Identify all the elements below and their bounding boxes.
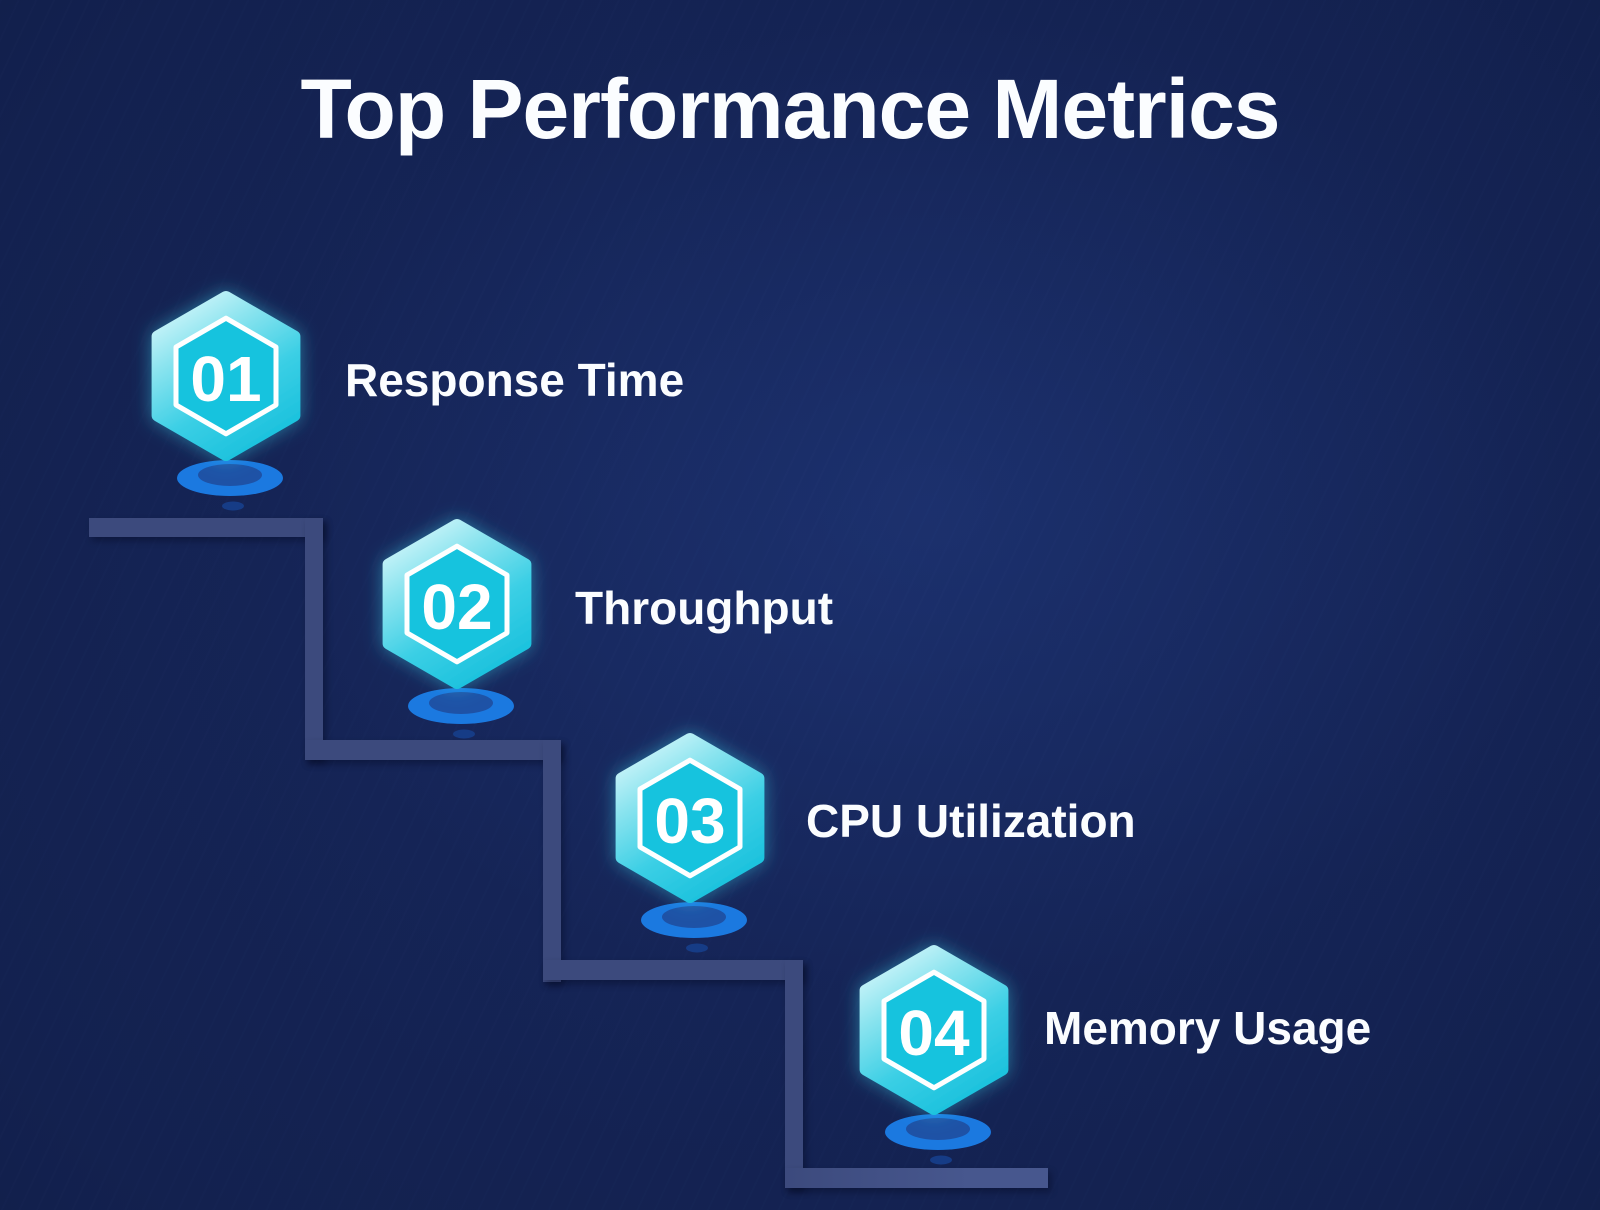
badge-number: 01 xyxy=(190,343,261,415)
badge-number: 02 xyxy=(421,571,492,643)
badge-number: 04 xyxy=(898,997,970,1069)
metric-label: CPU Utilization xyxy=(806,795,1136,847)
hexagon-badge-icon: 02 xyxy=(382,519,532,739)
metric-label: Response Time xyxy=(345,354,685,406)
connector-segment-v3 xyxy=(785,960,803,1188)
connector-segment-h2 xyxy=(305,740,561,760)
connector-segment-h3 xyxy=(543,960,803,980)
hexagon-badge-icon: 03 xyxy=(615,733,765,953)
connector-segment-v1 xyxy=(305,518,323,760)
hexagon-badge-icon: 04 xyxy=(859,945,1009,1165)
location-base-ellipse xyxy=(177,460,283,511)
location-base-ellipse xyxy=(885,1114,991,1165)
connector-segment-h4 xyxy=(785,1168,1048,1188)
hexagon-badge-icon: 01 xyxy=(151,291,301,511)
metric-label: Throughput xyxy=(575,582,834,634)
metric-label: Memory Usage xyxy=(1044,1002,1372,1054)
location-base-ellipse xyxy=(408,688,514,739)
page-title: Top Performance Metrics xyxy=(300,62,1280,156)
connector-segment-h1 xyxy=(89,518,323,537)
connector-segment-v2 xyxy=(543,740,561,982)
location-base-ellipse xyxy=(641,902,747,953)
badge-number: 03 xyxy=(654,785,725,857)
